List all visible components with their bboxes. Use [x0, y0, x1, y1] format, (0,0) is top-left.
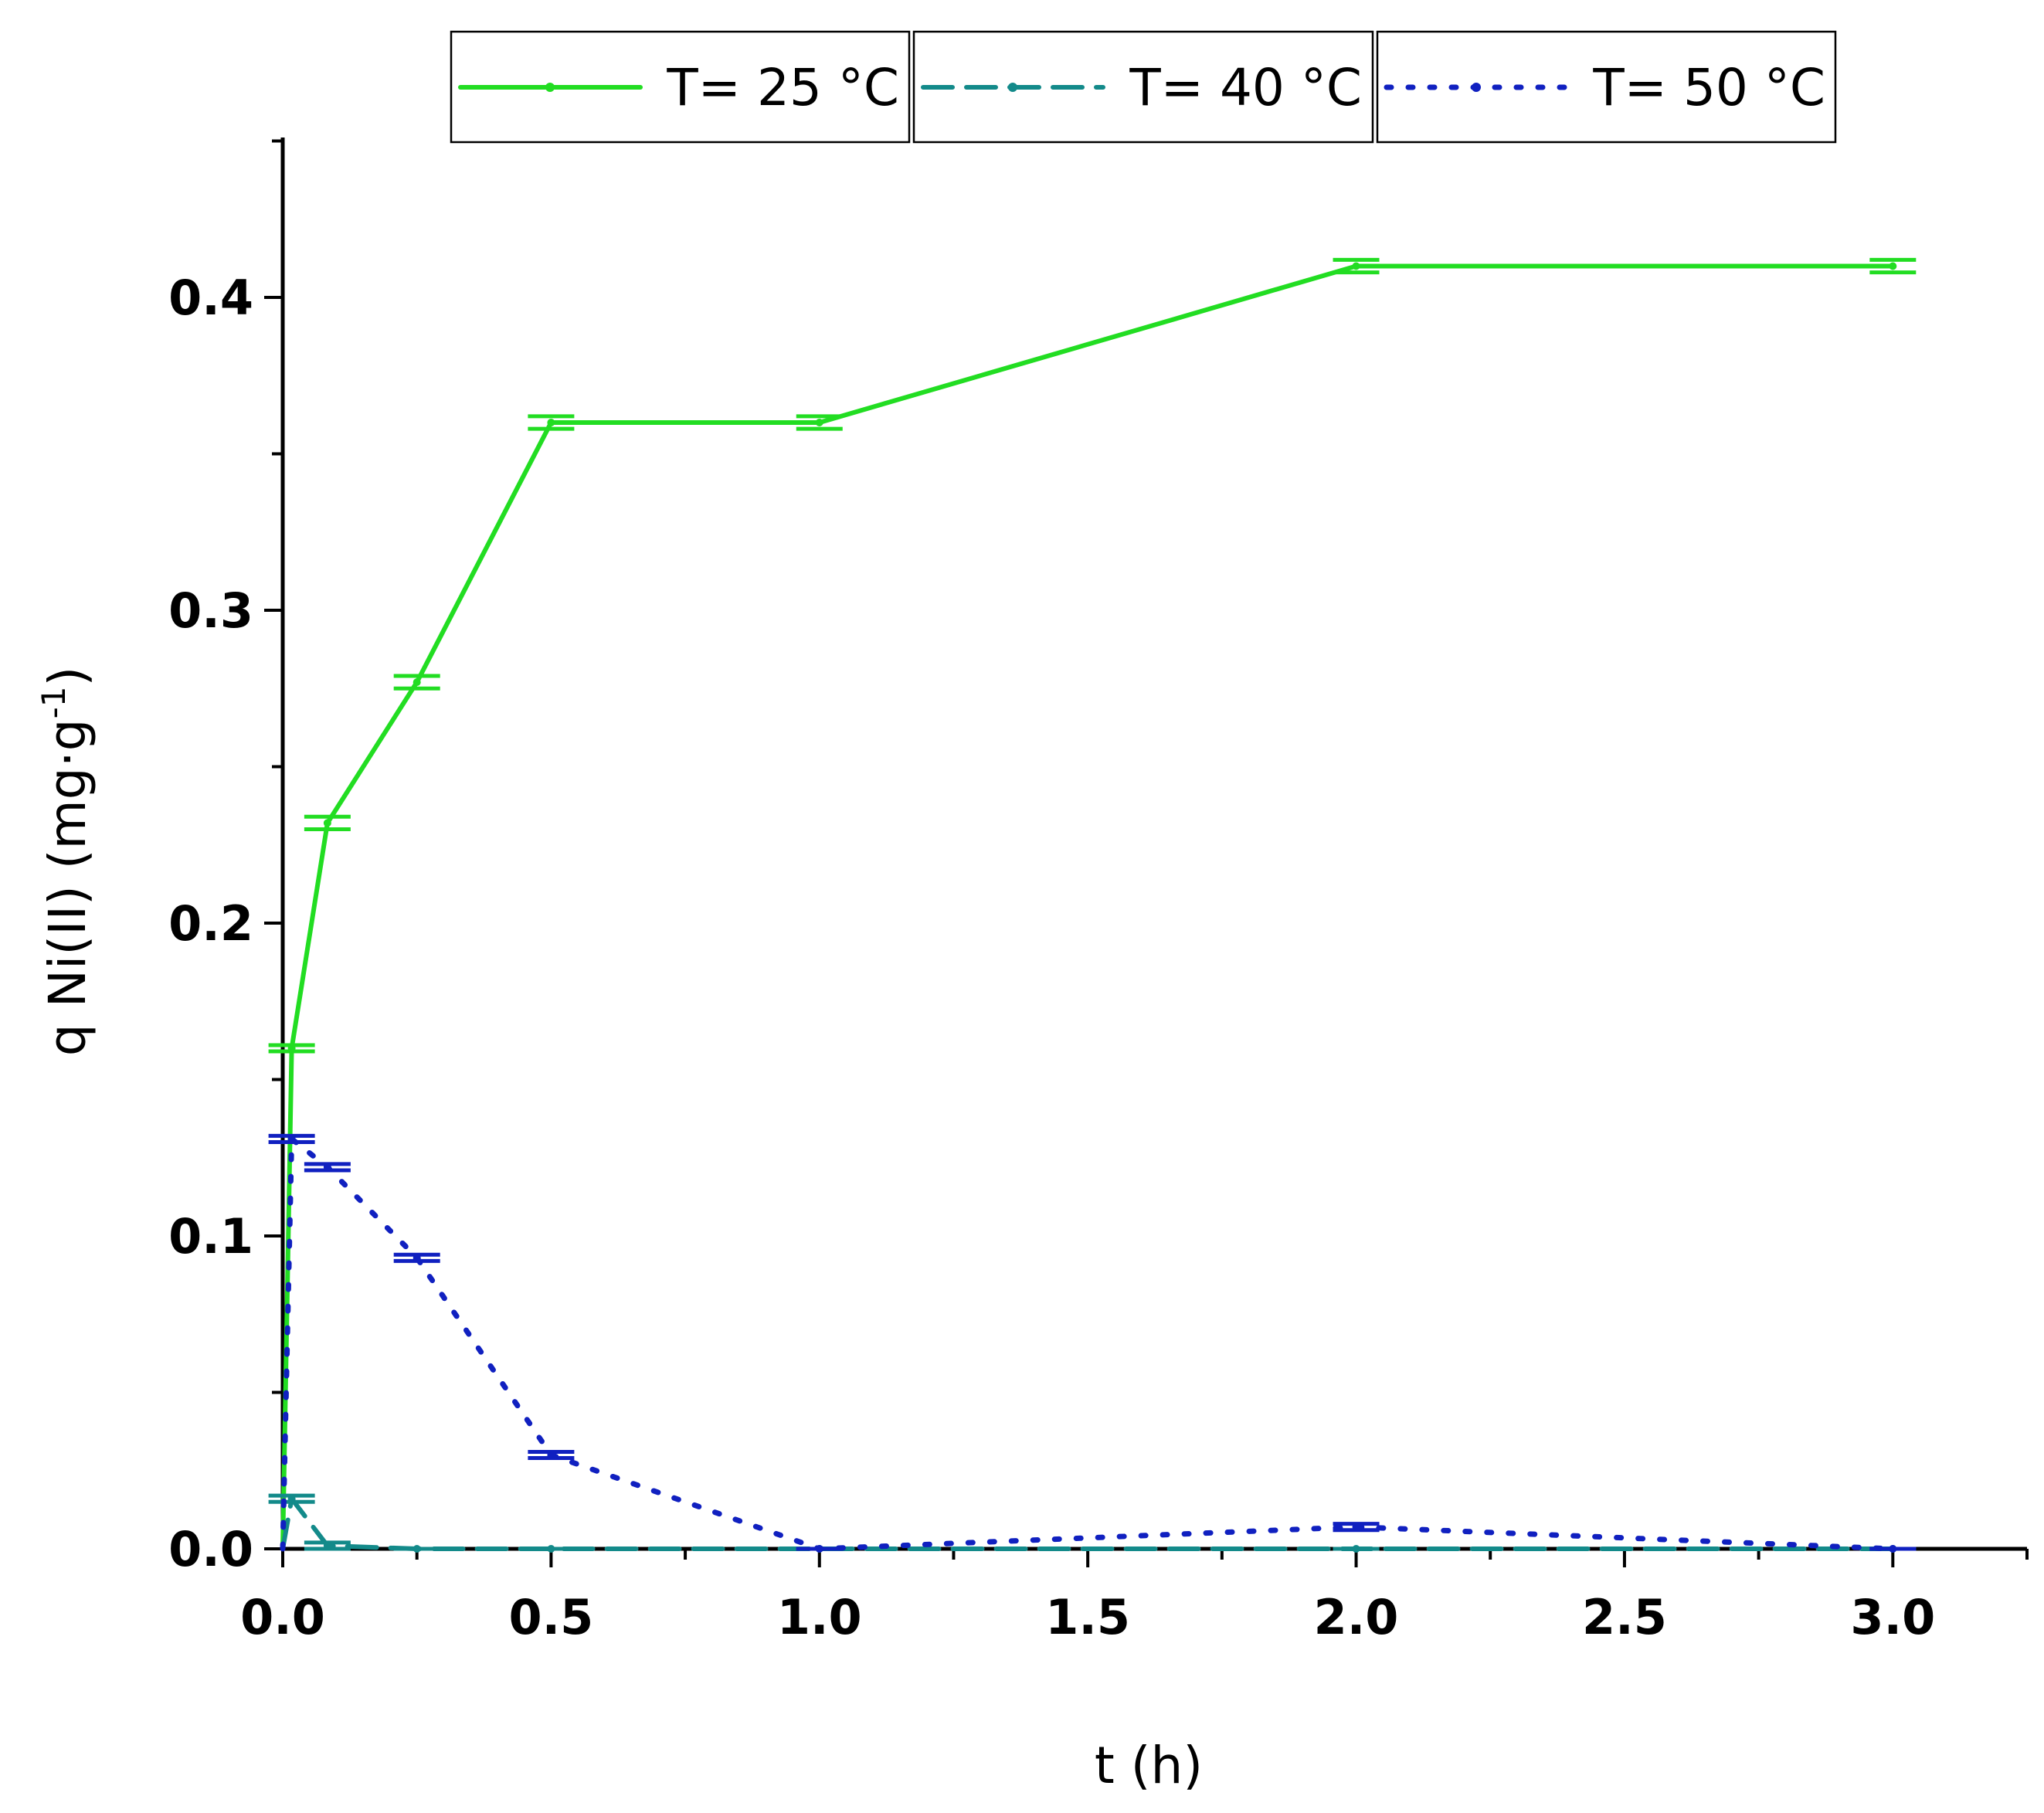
- y-axis-title-prefix: q Ni(II) (mg·g: [38, 718, 97, 1056]
- y-ticks: 0.0 0.1 0.2 0.3 0.4: [168, 139, 283, 1577]
- data-point: [815, 419, 823, 426]
- data-point: [323, 1541, 331, 1550]
- series-layer: [268, 257, 1917, 1553]
- x-tick-label: 3.0: [1850, 1589, 1935, 1645]
- y-axis-title-suffix: ): [38, 667, 97, 687]
- y-tick-label: 0.2: [168, 895, 253, 952]
- series-line: [280, 1496, 1896, 1551]
- data-point: [1352, 1523, 1360, 1531]
- legend-marker: [1472, 83, 1481, 92]
- legend-item-1: T= 25 °C: [450, 30, 911, 144]
- data-point: [323, 1163, 331, 1171]
- series-2: [268, 1493, 1917, 1553]
- y-tick-label: 0.4: [168, 270, 253, 326]
- legend-label: T= 50 °C: [1592, 58, 1825, 117]
- data-point: [413, 1545, 421, 1553]
- legend-item-3: T= 50 °C: [1376, 30, 1837, 144]
- x-tick-label: 0.5: [508, 1589, 593, 1645]
- y-axis-title: q Ni(II) (mg·g-1): [35, 667, 97, 1056]
- legend: T= 25 °C T= 40 °C T= 50 °C: [450, 30, 1837, 144]
- data-point: [287, 1044, 296, 1052]
- legend-label: T= 25 °C: [666, 58, 899, 117]
- legend-item-2: T= 40 °C: [912, 30, 1374, 144]
- data-point: [815, 1545, 823, 1553]
- data-point: [287, 1135, 296, 1143]
- y-tick-label: 0.0: [168, 1521, 253, 1577]
- x-tick-label: 1.5: [1045, 1589, 1130, 1645]
- series-3: [268, 1133, 1917, 1553]
- series-1: [268, 257, 1917, 1551]
- legend-marker: [1008, 83, 1017, 92]
- legend-marker: [545, 83, 555, 92]
- data-point: [323, 819, 331, 827]
- y-tick-label: 0.3: [168, 582, 253, 639]
- data-point: [287, 1495, 296, 1503]
- data-point: [1889, 1545, 1897, 1553]
- data-point: [1352, 262, 1360, 270]
- x-axis-title: t (h): [1095, 1736, 1203, 1795]
- x-tick-label: 1.0: [777, 1589, 862, 1645]
- legend-label: T= 40 °C: [1129, 58, 1362, 117]
- data-point: [1352, 1545, 1360, 1553]
- y-axis-title-superscript: -1: [35, 687, 73, 719]
- series-line: [280, 263, 1896, 1551]
- x-ticks: 0.0 0.5 1.0 1.5 2.0 2.5 3.0: [240, 1549, 2029, 1645]
- x-tick-label: 0.0: [240, 1589, 325, 1645]
- series-line: [280, 1136, 1896, 1552]
- data-point: [413, 1254, 421, 1262]
- y-tick-label: 0.1: [168, 1208, 253, 1265]
- data-point: [547, 1451, 555, 1459]
- x-tick-label: 2.5: [1582, 1589, 1667, 1645]
- data-point: [547, 1545, 555, 1553]
- data-point: [1889, 262, 1897, 270]
- axes: [280, 138, 2027, 1551]
- data-point: [547, 419, 555, 426]
- data-point: [413, 678, 421, 687]
- x-tick-label: 2.0: [1314, 1589, 1399, 1645]
